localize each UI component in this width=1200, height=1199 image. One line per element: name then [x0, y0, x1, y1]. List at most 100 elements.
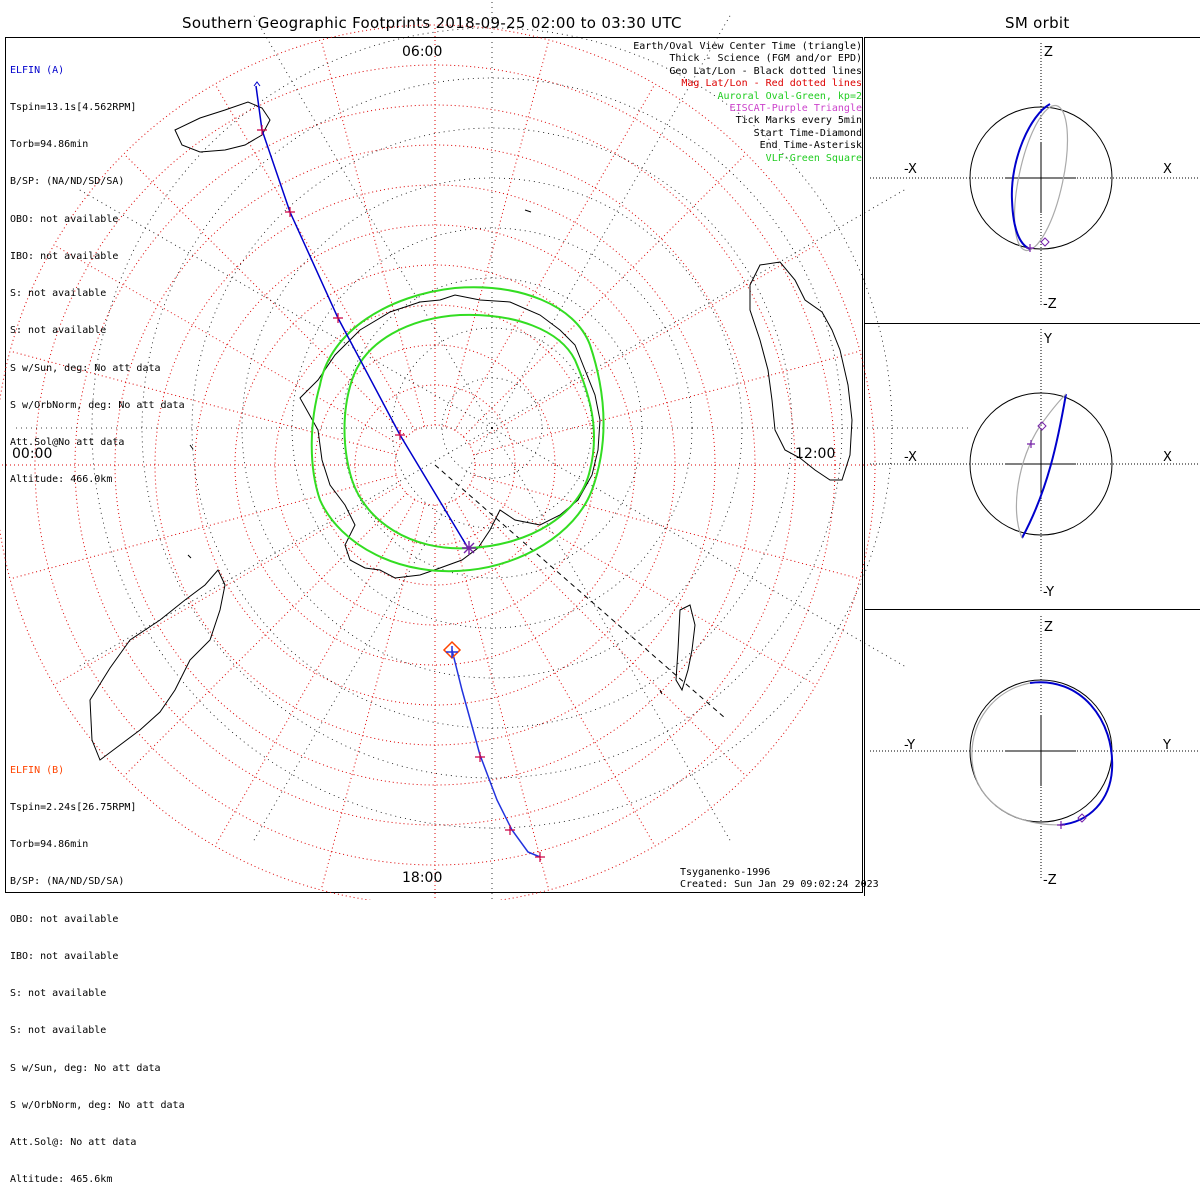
legend-item: Auroral Oval-Green, kp=2	[717, 90, 863, 102]
map-grid	[0, 0, 972, 900]
elfin-a-line: OBO: not available	[10, 213, 119, 225]
sm-end-asterisk	[1057, 821, 1065, 829]
footprint-map-frame	[5, 37, 863, 893]
clock-label-0600: 06:00	[402, 44, 443, 60]
elfin-a-track	[255, 85, 469, 549]
geo-lon-line	[491, 427, 733, 844]
mag-lon-line	[320, 503, 426, 891]
elfin-a-line: Altitude: 466.0km	[10, 474, 113, 486]
track-a-start-marker	[253, 81, 261, 87]
sm-panel-xz	[864, 37, 1200, 324]
sm-label: Z	[1044, 45, 1053, 60]
auroral-oval	[310, 286, 605, 573]
legend-item: Start Time-Diamond	[753, 127, 862, 139]
tick-mark	[257, 125, 267, 135]
geo-lon-line	[491, 427, 908, 669]
mag-lon-line	[123, 492, 408, 777]
start-tick	[446, 646, 458, 658]
sm-plot	[870, 43, 1198, 305]
legend-item: VLF-Green Square	[765, 152, 862, 164]
tick-mark	[285, 207, 295, 217]
sm-plot	[870, 329, 1198, 591]
sm-label: Z	[1044, 620, 1053, 635]
sm-plot	[870, 616, 1198, 878]
legend-item: End Time-Asterisk	[759, 140, 862, 152]
end-asterisk	[462, 541, 476, 555]
elfin-a-line: S w/OrbNorm, deg: No att data	[10, 399, 185, 411]
legend-item: Earth/Oval View Center Time (triangle)	[633, 41, 862, 52]
elfin-a-info: ELFIN (A) Tspin=13.1s[4.562RPM] Torb=94.…	[10, 40, 185, 499]
mag-lon-line	[473, 474, 861, 580]
sm-orbit-plots	[870, 43, 1198, 878]
legend-item: Thick - Science (FGM and/or EPD)	[669, 53, 862, 65]
mag-lon-line	[214, 499, 416, 847]
sm-orbit-back	[1015, 393, 1067, 539]
elfin-b-line: S: not available	[10, 988, 107, 1000]
new-zealand-coastline	[675, 604, 696, 692]
model-name: Tsyganenko-1996	[680, 867, 771, 878]
view-center-line	[434, 464, 726, 719]
sm-panel-yz	[864, 609, 1200, 896]
coastlines	[89, 101, 853, 761]
elfin-a-line: S w/Sun, deg: No att data	[10, 362, 161, 374]
sm-end-asterisk	[1026, 244, 1034, 252]
elfin-b-line: S w/Sun, deg: No att data	[10, 1062, 161, 1074]
created-timestamp: Created: Sun Jan 29 09:02:24 2023	[680, 879, 879, 890]
sm-label: -Z	[1043, 297, 1057, 312]
elfin-a-line: S: not available	[10, 288, 107, 300]
elfin-a-line: Torb=94.86min	[10, 139, 89, 151]
sm-label: -X	[904, 162, 917, 177]
sm-panel-xy	[864, 323, 1200, 610]
sm-orbit-title: SM orbit	[1005, 14, 1070, 32]
sm-orbit-front	[1029, 681, 1114, 826]
sm-label: X	[1163, 450, 1172, 465]
elfin-a-line: B/SP: (NA/ND/SD/SA)	[10, 176, 125, 188]
elfin-a-line: Att.Sol@No att data	[10, 437, 125, 448]
australia-coastline	[749, 261, 853, 481]
elfin-b-line: OBO: not available	[10, 913, 119, 925]
elfin-a-line: IBO: not available	[10, 250, 119, 262]
mag-lat-circle	[0, 24, 876, 900]
sm-orbit-back	[971, 682, 1061, 826]
sm-start-diamond	[1077, 813, 1087, 823]
south-america-coastline	[89, 569, 226, 761]
sm-label: -Y	[904, 738, 916, 753]
mag-lon-line	[469, 484, 817, 686]
sm-orbit-back	[1013, 104, 1069, 252]
africa-coastline	[174, 101, 271, 153]
sm-start-diamond	[1040, 237, 1050, 247]
elfin-b-name: ELFIN (B)	[10, 764, 65, 776]
sm-label: -Z	[1043, 873, 1057, 888]
mag-lon-line	[123, 153, 408, 438]
legend: Earth/Oval View Center Time (triangle) T…	[633, 41, 862, 165]
sm-label: X	[1163, 162, 1172, 177]
sm-label: -Y	[1043, 585, 1055, 600]
tick-mark	[395, 430, 405, 440]
mag-lon-line	[454, 83, 656, 431]
mag-lon-line	[473, 350, 861, 456]
elfin-b-line: Att.Sol@: No att data	[10, 1137, 137, 1148]
mag-lon-line	[214, 83, 416, 431]
elfin-a-line: S: not available	[10, 325, 107, 337]
elfin-a-line: Tspin=13.1s[4.562RPM]	[10, 102, 137, 114]
legend-item: EISCAT-Purple Triangle	[729, 103, 862, 115]
elfin-a-name: ELFIN (A)	[10, 64, 65, 76]
model-info: Tsyganenko-1996 Created: Sun Jan 29 09:0…	[680, 867, 879, 891]
elfin-b-info: ELFIN (B) Tspin=2.24s[26.75RPM] Torb=94.…	[10, 740, 185, 1199]
tick-mark	[333, 313, 343, 323]
sm-start-diamond	[1037, 421, 1047, 431]
elfin-b-line: B/SP: (NA/ND/SD/SA)	[10, 876, 125, 888]
mag-lon-line	[444, 39, 550, 427]
elfin-b-line: Tspin=2.24s[26.75RPM]	[10, 802, 137, 814]
graphics-layer	[0, 0, 1198, 900]
tick-mark	[475, 752, 485, 762]
elfin-b-line: IBO: not available	[10, 950, 119, 962]
clock-label-1200: 12:00	[795, 446, 836, 462]
sm-end-asterisk	[1027, 440, 1035, 448]
geo-lon-line	[76, 427, 493, 669]
legend-item: Geo Lat/Lon - Black dotted lines	[669, 65, 862, 77]
clock-label-0000: 00:00	[12, 446, 53, 462]
geo-lon-line	[251, 12, 493, 429]
mag-lon-line	[53, 484, 401, 686]
elfin-b-line: Torb=94.86min	[10, 839, 89, 851]
